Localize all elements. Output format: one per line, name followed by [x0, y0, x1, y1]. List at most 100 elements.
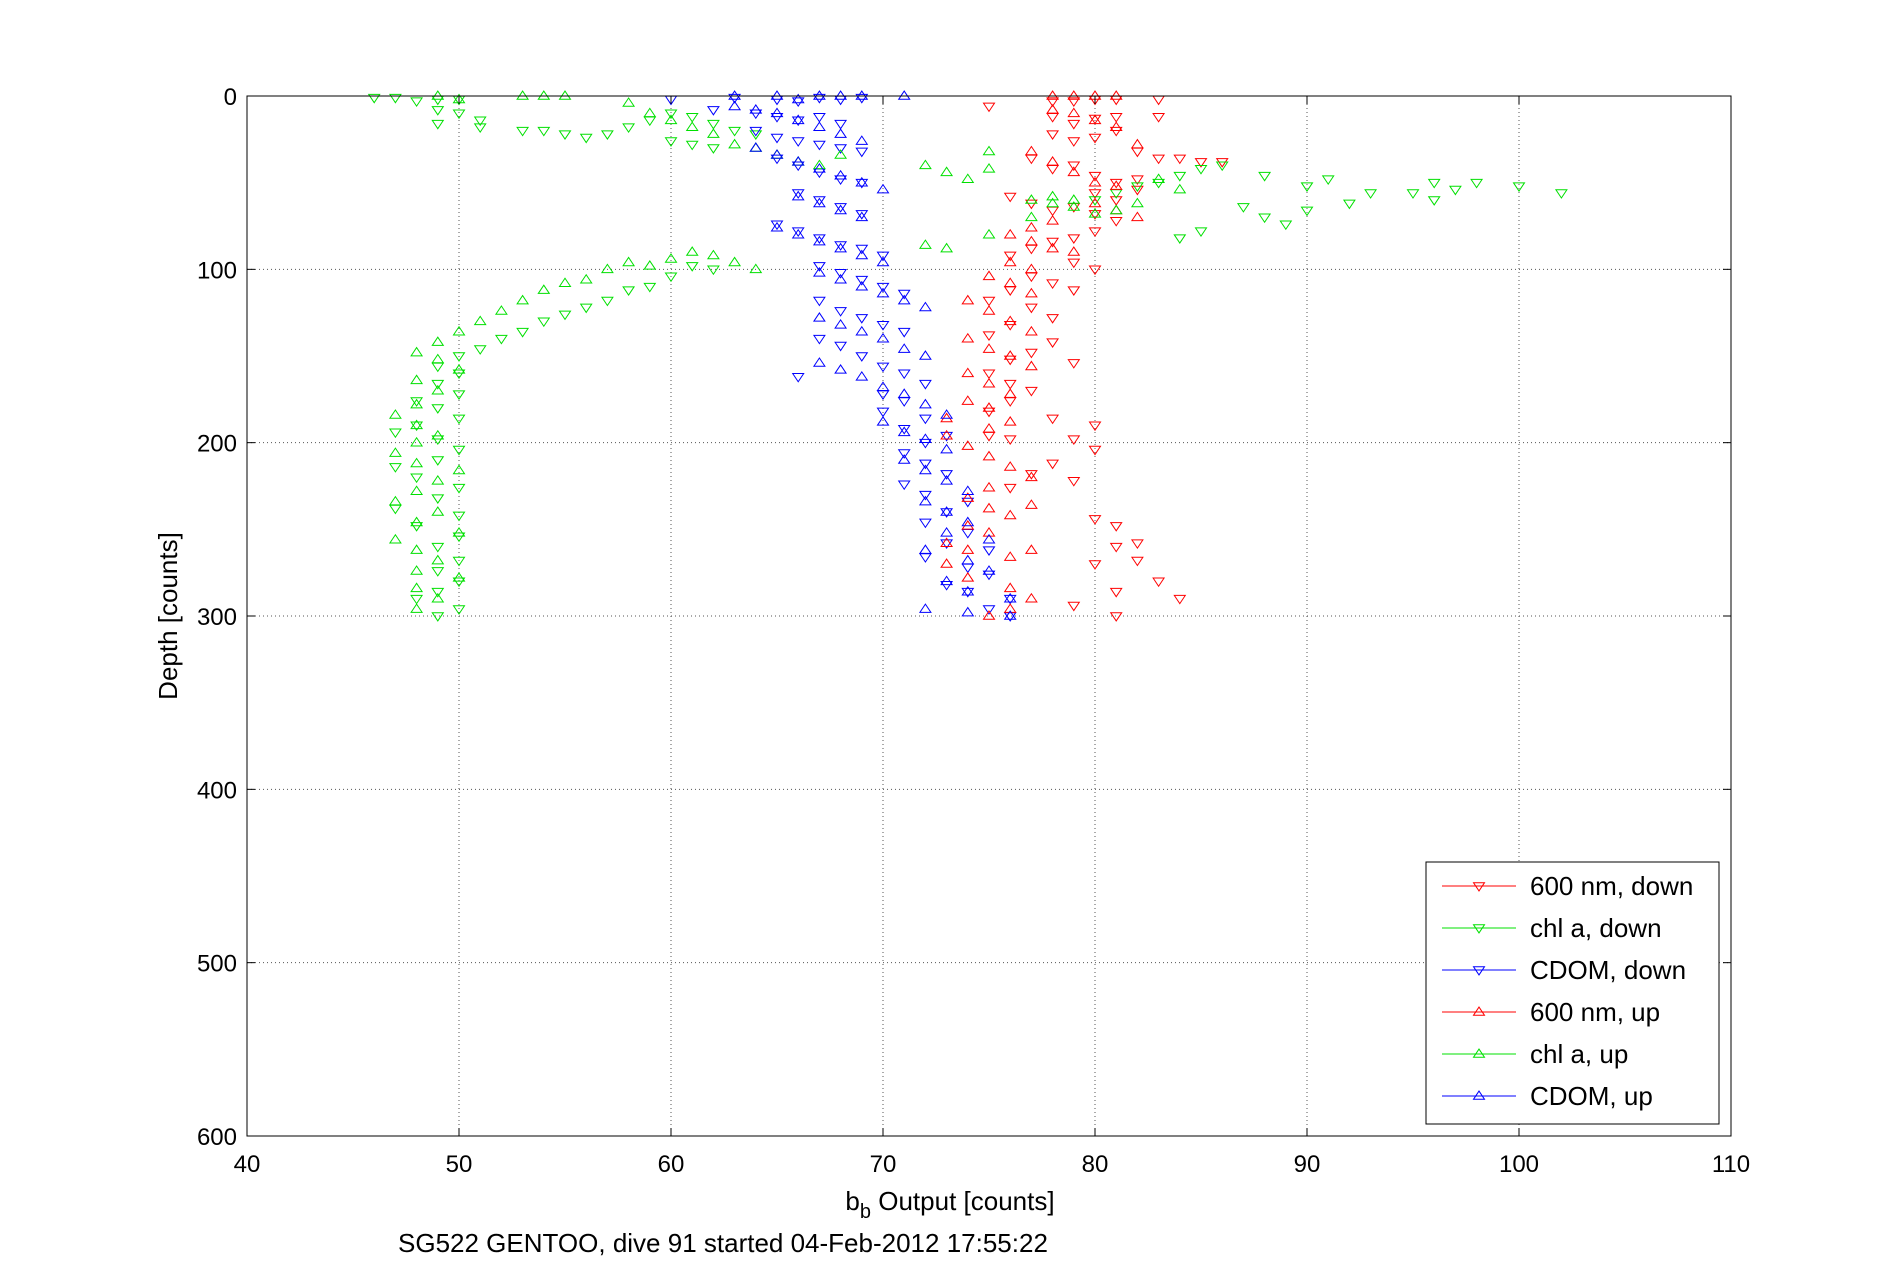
data-point — [918, 159, 932, 170]
data-point — [791, 137, 805, 147]
data-point — [600, 296, 614, 307]
data-point — [812, 234, 826, 244]
data-point — [1003, 603, 1017, 613]
data-point — [749, 109, 763, 120]
data-point — [1152, 113, 1166, 123]
data-point — [940, 166, 954, 177]
data-point — [473, 315, 487, 326]
data-point — [812, 121, 826, 131]
data-point — [452, 414, 466, 425]
data-point — [410, 97, 424, 108]
data-point — [940, 474, 954, 485]
data-point — [982, 305, 996, 315]
data-point — [876, 362, 890, 373]
data-point — [982, 565, 996, 575]
data-point — [431, 592, 445, 603]
data-point — [982, 610, 996, 620]
data-point — [1067, 258, 1081, 269]
data-point — [1067, 137, 1081, 147]
data-point — [834, 364, 848, 374]
data-point — [897, 343, 911, 353]
data-point — [1046, 242, 1060, 253]
legend-marker — [1472, 1048, 1486, 1058]
data-point — [749, 142, 763, 152]
data-point — [643, 107, 657, 118]
data-point — [982, 296, 996, 307]
data-point — [982, 228, 996, 239]
data-point — [812, 93, 826, 104]
data-point — [982, 533, 996, 544]
data-point — [1088, 176, 1102, 187]
data-point — [1067, 234, 1081, 244]
data-point — [982, 331, 996, 342]
data-point — [1046, 130, 1060, 140]
data-point — [940, 558, 954, 568]
data-point — [876, 287, 890, 298]
x-axis-label-subscript: b — [860, 1201, 871, 1223]
data-point — [1088, 210, 1102, 220]
data-point — [961, 367, 975, 378]
data-point — [410, 436, 424, 447]
x-tick-label: 100 — [1499, 1151, 1539, 1178]
data-point — [897, 449, 911, 459]
data-point — [410, 473, 424, 484]
data-point — [855, 249, 869, 260]
data-point — [1003, 355, 1017, 366]
data-point — [1130, 182, 1144, 192]
data-point — [431, 542, 445, 553]
data-point — [1067, 97, 1081, 108]
data-point — [812, 140, 826, 151]
data-point — [410, 516, 424, 527]
data-point — [1024, 386, 1038, 397]
data-point — [1130, 185, 1144, 196]
data-point — [1067, 201, 1081, 211]
x-tick-label: 50 — [446, 1151, 473, 1178]
data-point — [812, 312, 826, 322]
data-point — [897, 480, 911, 491]
data-point — [1003, 592, 1017, 603]
data-point — [770, 220, 784, 231]
data-point — [1046, 459, 1060, 470]
data-point — [940, 581, 954, 591]
data-point — [452, 364, 466, 374]
data-point — [1258, 171, 1272, 182]
data-point — [388, 409, 402, 419]
data-point — [876, 416, 890, 426]
data-point — [855, 178, 869, 189]
legend-label: CDOM, down — [1530, 955, 1686, 985]
data-point — [1109, 217, 1123, 227]
data-point — [961, 516, 975, 527]
data-point — [918, 603, 932, 613]
data-point — [516, 126, 530, 137]
data-point — [961, 520, 975, 530]
data-point — [812, 235, 826, 246]
data-point — [1003, 551, 1017, 561]
data-point — [918, 459, 932, 470]
data-point — [1152, 577, 1166, 588]
data-point — [1194, 227, 1208, 238]
data-point — [1067, 359, 1081, 369]
data-point — [1024, 592, 1038, 603]
data-point — [855, 352, 869, 362]
data-point — [876, 332, 890, 343]
data-point — [431, 474, 445, 485]
data-point — [791, 93, 805, 104]
data-point — [452, 390, 466, 400]
data-point — [431, 506, 445, 516]
data-point — [728, 100, 742, 111]
legend-label: chl a, up — [1530, 1039, 1628, 1069]
data-point — [834, 242, 848, 253]
y-tick-label: 500 — [197, 951, 237, 978]
data-point — [410, 346, 424, 357]
data-point — [834, 318, 848, 329]
data-point — [834, 204, 848, 215]
data-point — [728, 256, 742, 267]
data-point — [1046, 156, 1060, 166]
data-point — [1088, 445, 1102, 456]
data-point — [940, 443, 954, 454]
data-point — [982, 162, 996, 173]
data-point — [1173, 154, 1187, 165]
data-point — [1046, 214, 1060, 225]
data-point — [410, 522, 424, 532]
